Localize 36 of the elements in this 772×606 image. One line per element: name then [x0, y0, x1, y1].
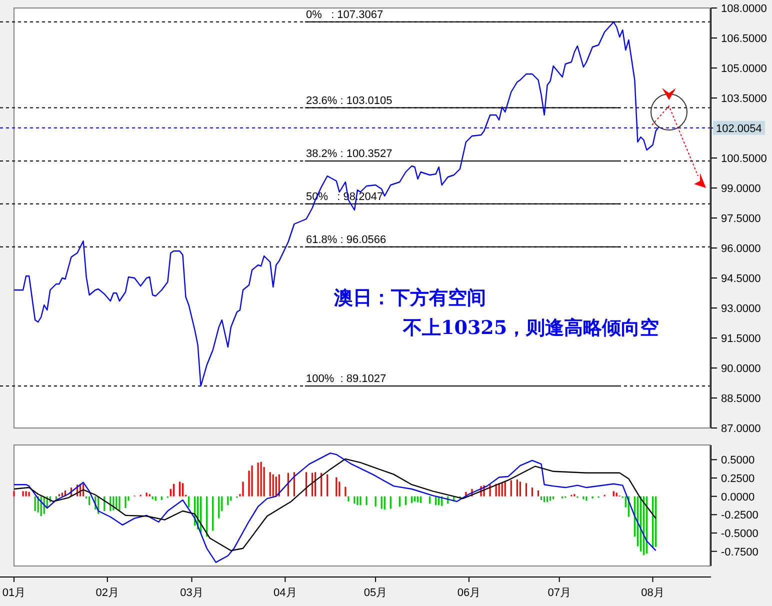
ref-line-label: 0% : 107.3067	[306, 8, 384, 21]
y-tick-label: 0.2500	[721, 473, 755, 485]
y-tick-label: -0.2500	[721, 510, 758, 522]
ref-line-label: 100% : 89.1027	[306, 372, 386, 385]
ref-line-label: 38.2% : 100.3527	[306, 148, 392, 160]
y-tick-label: 97.5000	[721, 213, 761, 225]
x-tick-label: 04月	[274, 587, 297, 599]
ref-line-label: 23.6% : 103.0105	[306, 94, 392, 107]
x-tick-label: 01月	[2, 587, 26, 599]
x-tick-label: 05月	[364, 587, 388, 599]
y-tick-label: 106.5000	[721, 33, 767, 45]
x-tick-label: 06月	[457, 587, 481, 599]
y-tick-label: 0.0000	[721, 491, 755, 504]
y-tick-label: -0.7500	[721, 546, 758, 558]
y-tick-label: 96.0000	[721, 243, 761, 255]
y-tick-label: 94.5000	[721, 273, 761, 285]
y-tick-label: 99.0000	[721, 183, 761, 195]
x-tick-label: 02月	[96, 587, 120, 599]
y-tick-label: 91.5000	[721, 333, 761, 345]
y-tick-label: 93.0000	[721, 303, 761, 315]
ref-line-label: 61.8% : 96.0566	[306, 234, 386, 246]
x-tick-label: 07月	[548, 587, 571, 599]
y-tick-label: 103.5000	[721, 93, 767, 105]
annotation: 不上10325，则逢高略倾向空	[402, 317, 660, 339]
y-tick-label: 108.0000	[721, 3, 767, 15]
y-tick-label: 100.5000	[721, 153, 767, 165]
y-tick-label: 105.0000	[721, 63, 767, 75]
x-tick-label: 03月	[180, 587, 204, 599]
annotation: 澳日：下方有空间	[333, 287, 486, 309]
y-tick-label: 0.5000	[721, 454, 755, 467]
ref-line-label: 102.0054	[716, 122, 762, 135]
y-tick-label: 87.0000	[721, 423, 761, 435]
y-tick-label: 90.0000	[721, 363, 761, 375]
y-tick-label: 88.5000	[721, 393, 761, 405]
y-tick-label: -0.5000	[721, 528, 758, 540]
x-tick-label: 08月	[641, 587, 664, 599]
